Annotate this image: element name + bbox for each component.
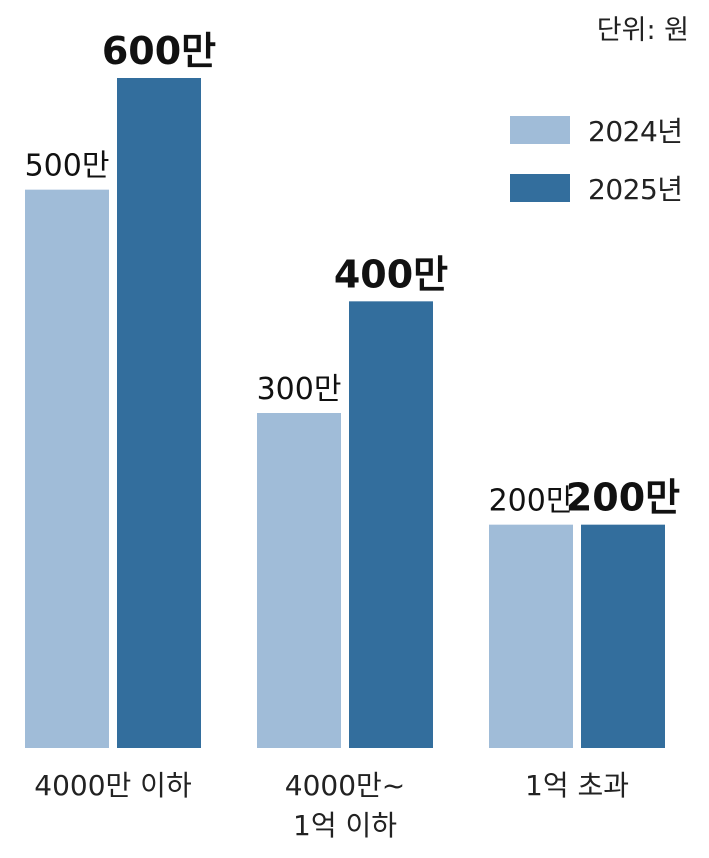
category-label-0-0: 4000만 이하 bbox=[34, 769, 191, 802]
legend-label-2024: 2024년 bbox=[588, 115, 683, 148]
category-label-1-1: 1억 이하 bbox=[293, 809, 397, 842]
legend-label-2025: 2025년 bbox=[588, 173, 683, 206]
bar-2-0 bbox=[489, 524, 573, 748]
legend-item-2025: 2025년 bbox=[510, 170, 683, 206]
value-label-2-1: 200만 bbox=[566, 476, 680, 520]
bar-0-1 bbox=[117, 78, 201, 748]
legend-swatch-2025 bbox=[510, 174, 570, 202]
bar-1-1 bbox=[349, 301, 433, 748]
value-label-0-0: 500만 bbox=[25, 149, 110, 184]
unit-label: 단위: 원 bbox=[596, 15, 689, 46]
category-label-1-0: 4000만~ bbox=[285, 769, 405, 802]
value-label-1-1: 400만 bbox=[334, 252, 448, 296]
value-label-2-0: 200만 bbox=[489, 484, 574, 519]
bar-1-0 bbox=[257, 413, 341, 748]
legend-item-2024: 2024년 bbox=[510, 112, 683, 148]
value-label-0-1: 600만 bbox=[102, 29, 216, 73]
legend-swatch-2024 bbox=[510, 116, 570, 144]
bar-0-0 bbox=[25, 189, 109, 748]
category-label-2-0: 1억 초과 bbox=[525, 769, 629, 802]
value-label-1-0: 300만 bbox=[257, 372, 342, 407]
bar-2-1 bbox=[581, 524, 665, 748]
